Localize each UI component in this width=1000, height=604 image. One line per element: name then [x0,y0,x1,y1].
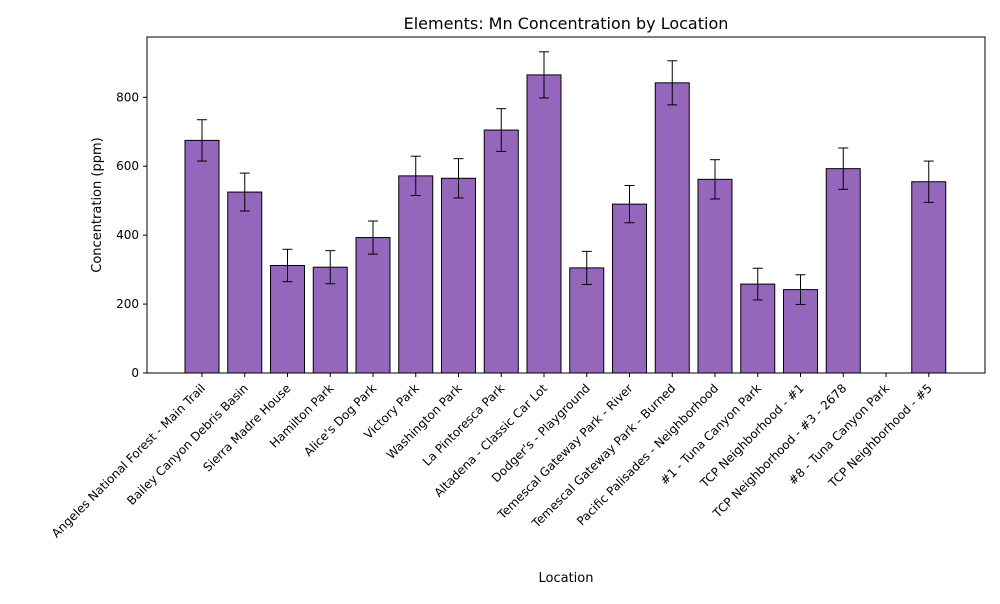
bar [740,283,776,374]
bar [184,139,220,374]
bar [398,175,434,374]
bar [355,237,391,374]
bar [441,177,476,374]
bar [654,82,690,374]
error-bar [539,51,549,99]
y-tick-label: 400 [116,228,139,242]
error-bar [838,147,849,190]
error-bar [453,158,464,199]
error-bar [752,267,763,301]
x-tick-label: La Pintoresca Park [420,381,508,469]
x-axis-label: Location [539,571,594,586]
y-tick-label: 600 [116,159,139,173]
error-bar [325,250,336,285]
bar [312,266,348,374]
error-bar [368,220,378,255]
x-tick-label: Washington Park [384,381,465,462]
error-bars-layer [197,51,934,305]
y-axis: 0 200 400 600 800 [116,90,147,380]
x-tick-label: Alice's Dog Park [301,381,379,459]
bar [270,264,305,374]
bar [697,178,733,374]
error-bar [667,60,678,106]
error-bar [624,185,635,224]
plot-frame [146,36,986,374]
y-tick-label: 200 [116,297,139,311]
error-bar [581,250,592,285]
y-axis-label: Concentration (ppm) [90,137,105,272]
error-bar [410,155,421,197]
error-bar [239,172,250,212]
y-tick-label: 0 [131,366,139,380]
chart-title: Elements: Mn Concentration by Location [404,14,729,33]
x-tick-label: Angeles National Forest - Main Trail [49,381,208,540]
error-bar [197,119,207,162]
bar [526,74,562,374]
error-bar [282,248,293,283]
y-tick-label: 800 [116,90,139,104]
bar [483,129,519,374]
error-bar [795,274,806,305]
bars-layer [184,74,947,374]
error-bar [923,160,934,203]
error-bar [710,159,720,200]
error-bar [496,108,507,152]
bar [825,168,861,374]
bar [911,181,947,374]
bar [612,203,647,374]
bar [227,191,263,374]
x-axis: Angeles National Forest - Main TrailBail… [49,373,935,540]
